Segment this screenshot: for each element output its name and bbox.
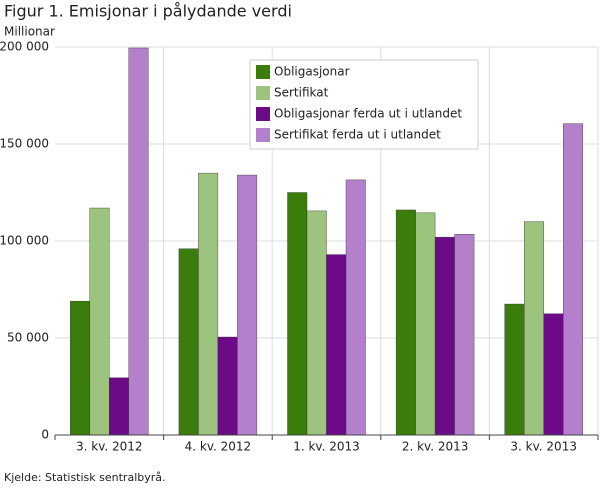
y-tick-label: 150 000	[0, 137, 49, 151]
bar	[434, 236, 455, 436]
legend-swatch	[256, 128, 270, 142]
x-tick-label: 4. kv. 2012	[185, 440, 252, 454]
bar	[454, 234, 475, 436]
x-tick-label: 2. kv. 2013	[402, 440, 469, 454]
legend-label: Obligasjonar ferda ut i utlandet	[274, 107, 462, 121]
legend-box	[249, 59, 479, 150]
x-tick-label: 1. kv. 2013	[293, 440, 360, 454]
bar	[345, 179, 366, 436]
legend-swatch	[256, 65, 270, 79]
legend-swatch	[256, 107, 270, 121]
bar	[217, 336, 238, 436]
legend-label: Obligasjonar	[274, 65, 350, 79]
legend-label: Sertifikat ferda ut i utlandet	[274, 128, 441, 142]
bar	[70, 300, 91, 436]
bar	[543, 313, 564, 436]
bar	[395, 209, 416, 436]
y-tick-label: 50 000	[7, 331, 49, 345]
y-tick-label: 100 000	[0, 234, 49, 248]
source: Kjelde: Statistisk sentralbyrå.	[4, 471, 166, 484]
legend-label: Sertifikat	[274, 86, 329, 100]
x-tick-label: 3. kv. 2012	[76, 440, 143, 454]
bar	[109, 377, 130, 436]
y-tick-label: 200 000	[0, 40, 49, 54]
chart-title: Figur 1. Emisjonar i pålydande verdi	[4, 2, 292, 21]
bar	[178, 248, 199, 436]
bar	[563, 123, 583, 436]
bar	[128, 47, 149, 436]
bar	[89, 207, 110, 436]
bar	[198, 172, 219, 436]
x-tick-label: 3. kv. 2013	[510, 440, 577, 454]
bar	[287, 192, 308, 436]
legend-swatch	[256, 86, 270, 100]
bar	[306, 210, 327, 436]
bar	[326, 254, 347, 436]
bar	[237, 174, 258, 436]
y-tick-label: 0	[41, 428, 49, 442]
bar	[524, 221, 544, 436]
bar	[504, 303, 525, 436]
y-axis-label: Millionar	[4, 25, 55, 39]
bar	[415, 212, 436, 436]
